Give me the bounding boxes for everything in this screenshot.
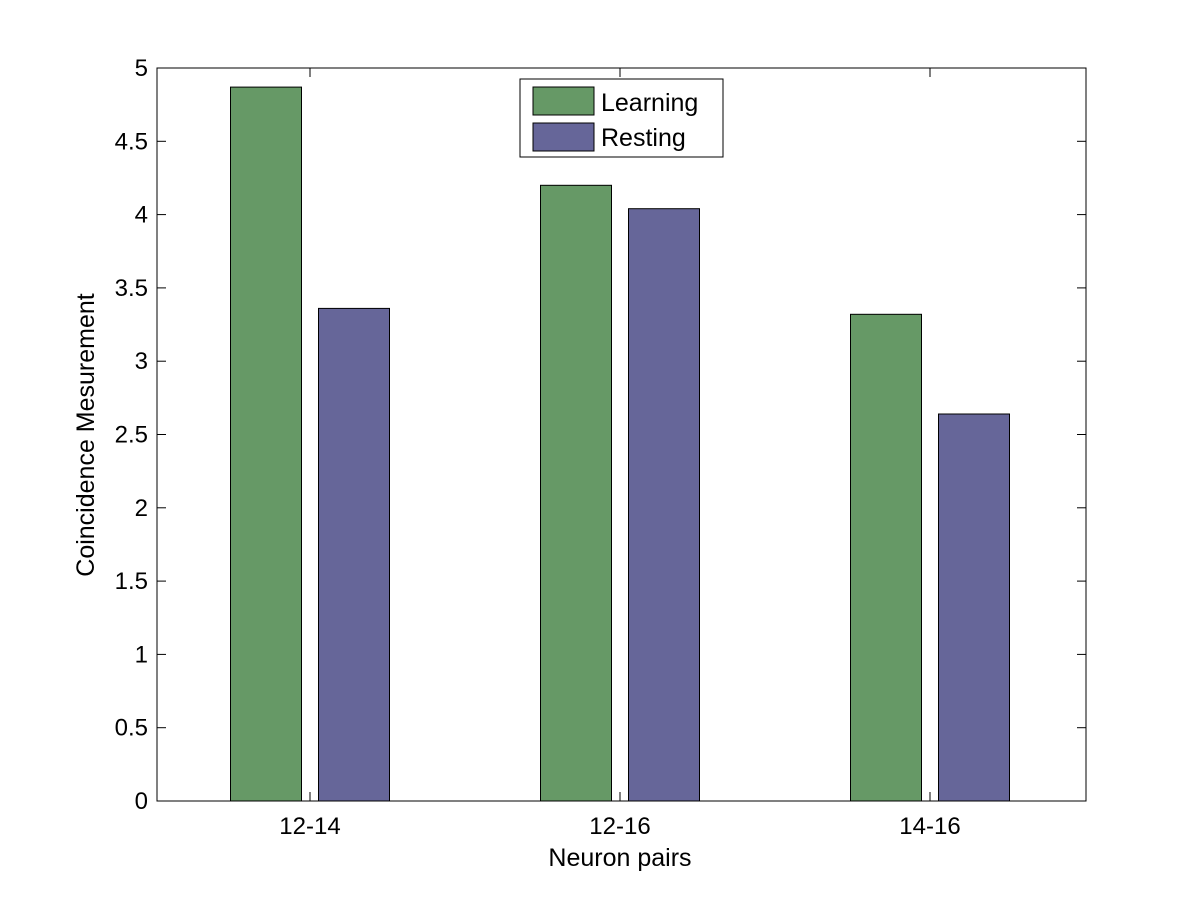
y-tick-label: 3 <box>135 348 148 375</box>
bar-learning-12-14 <box>230 86 302 802</box>
y-axis-label: Coincidence Mesurement <box>72 293 100 577</box>
y-tick-label: 0 <box>135 788 148 815</box>
y-tick-label: 2.5 <box>115 422 148 449</box>
x-axis-label: Neuron pairs <box>548 844 691 872</box>
legend-label-learning: Learning <box>601 89 698 117</box>
y-tick-label: 1 <box>135 641 148 668</box>
y-axis-ticks: 0 0.5 1 1.5 2 2.5 3 3.5 4 4.5 5 <box>115 55 1086 815</box>
y-tick-label: 0.5 <box>115 715 148 742</box>
y-tick-label: 4 <box>135 202 148 229</box>
bar-learning-12-16 <box>540 184 612 802</box>
legend-swatch-resting <box>532 122 595 152</box>
x-tick-label: 12-16 <box>589 813 650 840</box>
y-tick-label: 4.5 <box>115 128 148 155</box>
bar-learning-14-16 <box>850 313 922 802</box>
x-tick-label: 14-16 <box>899 813 960 840</box>
plot-area <box>157 68 1086 801</box>
bar-resting-12-14 <box>318 307 390 802</box>
y-tick-label: 3.5 <box>115 275 148 302</box>
y-tick-label: 1.5 <box>115 568 148 595</box>
y-tick-label: 5 <box>135 55 148 82</box>
bar-resting-14-16 <box>938 413 1010 802</box>
x-tick-label: 12-14 <box>279 813 340 840</box>
bars-group <box>230 86 1010 802</box>
x-axis-ticks: 12-14 12-16 14-16 <box>279 68 961 840</box>
legend: Learning Resting <box>519 78 724 158</box>
y-tick-label: 2 <box>135 495 148 522</box>
legend-label-resting: Resting <box>601 124 686 152</box>
bar-resting-12-16 <box>628 208 700 802</box>
legend-swatch-learning <box>532 86 595 116</box>
